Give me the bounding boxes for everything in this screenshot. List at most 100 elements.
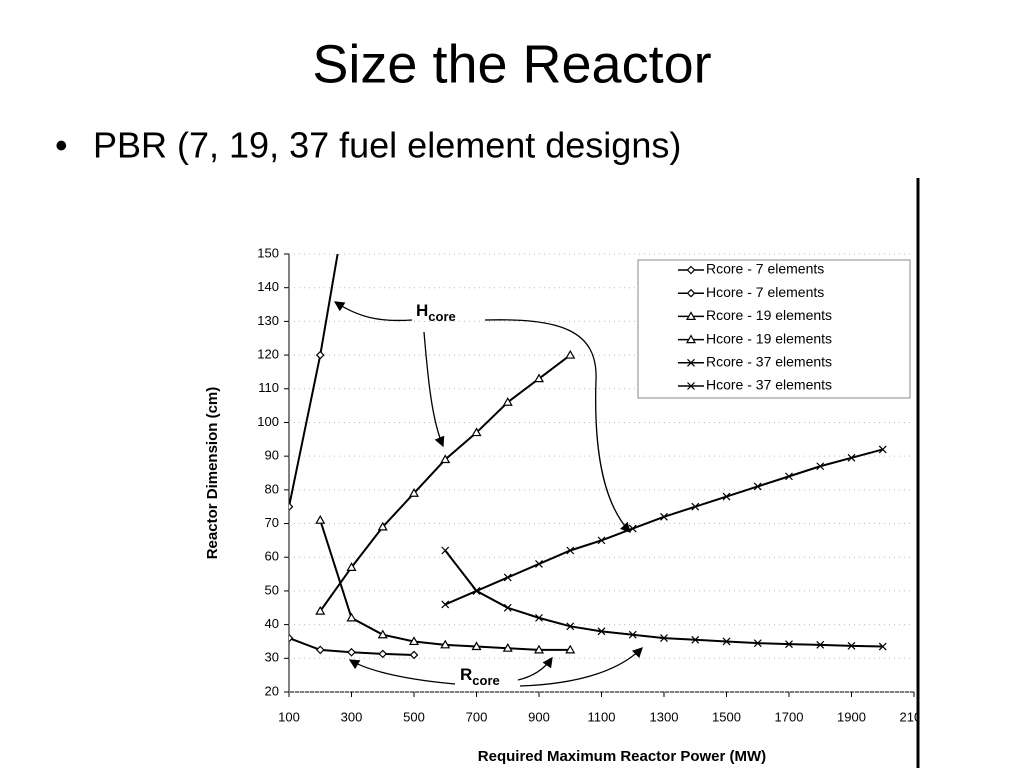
annotation-sub: core (472, 673, 499, 688)
marker (847, 641, 856, 650)
marker (660, 634, 668, 643)
marker (687, 358, 695, 367)
slide-title: Size the Reactor (312, 34, 711, 94)
x-tick-label: 1900 (837, 709, 866, 724)
y-tick-label: 50 (265, 582, 279, 597)
marker (471, 641, 482, 651)
annotation: Hcore (416, 301, 456, 324)
marker (685, 334, 697, 344)
x-tick-label: 700 (466, 709, 488, 724)
marker (346, 612, 357, 622)
legend-label: Rcore - 37 elements (706, 354, 832, 370)
marker (566, 622, 575, 631)
marker (348, 170, 355, 177)
y-tick-label: 100 (257, 414, 279, 429)
marker (377, 521, 388, 531)
x-tick-label: 1700 (775, 709, 804, 724)
marker (289, 633, 294, 643)
legend-label: Hcore - 7 elements (706, 284, 824, 300)
marker (408, 488, 420, 497)
chart: 20 30 40 50 60 70 80 90 100 110 120 130 140 150 100 300… (204, 170, 928, 765)
marker (685, 311, 697, 320)
marker (502, 397, 513, 406)
series-line (289, 254, 339, 507)
y-tick-label: 40 (265, 616, 279, 631)
marker (753, 639, 762, 648)
marker (503, 573, 512, 582)
marker (471, 427, 482, 437)
annotation-main: R (460, 665, 472, 684)
y-tick-label: 110 (258, 380, 279, 395)
marker (347, 647, 356, 657)
marker (565, 644, 576, 654)
series-line (444, 549, 883, 648)
y-tick-label: 20 (265, 683, 279, 698)
x-axis-label: Required Maximum Reactor Power (MW) (478, 748, 766, 765)
marker (441, 546, 450, 555)
y-tick-label: 60 (265, 549, 279, 564)
marker (346, 562, 357, 571)
bullet-marker: • (55, 125, 68, 166)
marker (816, 462, 825, 471)
series-line (319, 519, 571, 651)
marker (315, 645, 325, 655)
y-tick-label: 140 (257, 279, 279, 294)
marker (686, 265, 696, 275)
marker (566, 546, 575, 555)
y-tick-label: 130 (257, 313, 279, 328)
marker (691, 635, 700, 644)
marker (378, 649, 388, 659)
annotation: Rcore (460, 665, 500, 688)
marker (753, 482, 762, 491)
marker (315, 350, 325, 360)
marker (289, 502, 294, 512)
x-tick-label: 1100 (588, 709, 616, 724)
annotation-arrows (333, 301, 643, 687)
x-tick-label: 1300 (650, 709, 679, 724)
marker (660, 512, 668, 521)
marker (722, 637, 731, 646)
legend-label: Hcore - 19 elements (706, 330, 832, 346)
marker (597, 536, 606, 545)
legend-label: Rcore - 7 elements (706, 261, 824, 277)
marker (409, 650, 419, 660)
x-tick-label: 500 (403, 709, 425, 724)
y-tick-label: 70 (265, 515, 279, 530)
x-tick-label: 300 (341, 709, 363, 724)
marker (315, 605, 326, 615)
right-cover (919, 178, 1024, 768)
marker (785, 472, 793, 481)
y-tick-label: 30 (265, 650, 279, 665)
y-tick-label: 80 (265, 481, 279, 496)
legend: Rcore - 7 elements Hcore - 7 elements Rcor… (637, 259, 911, 399)
annotation-main: H (416, 301, 428, 320)
annotation-sub: core (428, 309, 455, 324)
marker (315, 514, 326, 524)
x-tick-label: 900 (528, 709, 550, 724)
marker (722, 492, 731, 501)
marker (565, 349, 576, 359)
y-tick-label: 120 (257, 347, 279, 362)
series-line (319, 354, 571, 612)
y-axis-label: Reactor Dimension (cm) (204, 387, 221, 560)
marker (597, 627, 606, 636)
marker (535, 560, 543, 568)
marker (878, 642, 887, 651)
marker (785, 640, 793, 649)
marker (687, 382, 695, 390)
marker (878, 445, 887, 454)
marker (440, 639, 451, 649)
marker (533, 644, 545, 654)
marker (472, 586, 481, 595)
marker (628, 630, 637, 639)
legend-box (637, 259, 911, 399)
marker (535, 613, 543, 622)
marker (686, 288, 696, 298)
marker (847, 453, 856, 462)
legend-label: Rcore - 19 elements (706, 307, 832, 323)
legend-label: Hcore - 37 elements (706, 377, 832, 393)
bullet-text: PBR (7, 19, 37 fuel element designs) (93, 125, 681, 166)
marker (691, 502, 700, 511)
y-tick-label: 150 (257, 245, 279, 260)
